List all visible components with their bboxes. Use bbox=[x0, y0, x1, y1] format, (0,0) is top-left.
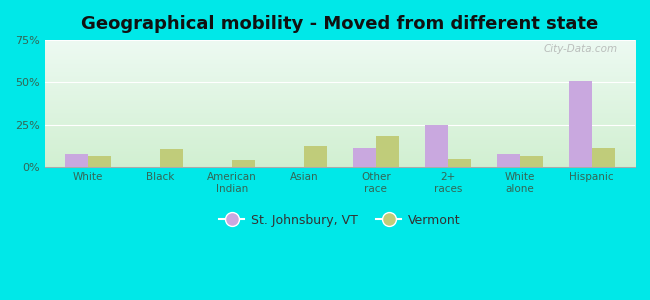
Bar bbox=[376, 136, 399, 167]
Text: City-Data.com: City-Data.com bbox=[543, 44, 618, 54]
Title: Geographical mobility - Moved from different state: Geographical mobility - Moved from diffe… bbox=[81, 15, 599, 33]
Bar bbox=[353, 148, 376, 167]
Bar bbox=[592, 148, 615, 167]
Bar bbox=[448, 159, 471, 167]
Bar bbox=[304, 146, 327, 167]
Bar bbox=[65, 154, 88, 167]
Bar bbox=[88, 156, 111, 167]
Bar bbox=[569, 81, 592, 167]
Bar bbox=[160, 149, 183, 167]
Bar bbox=[520, 156, 543, 167]
Legend: St. Johnsbury, VT, Vermont: St. Johnsbury, VT, Vermont bbox=[214, 209, 465, 232]
Bar bbox=[424, 125, 448, 167]
Bar bbox=[232, 160, 255, 167]
Bar bbox=[497, 154, 520, 167]
